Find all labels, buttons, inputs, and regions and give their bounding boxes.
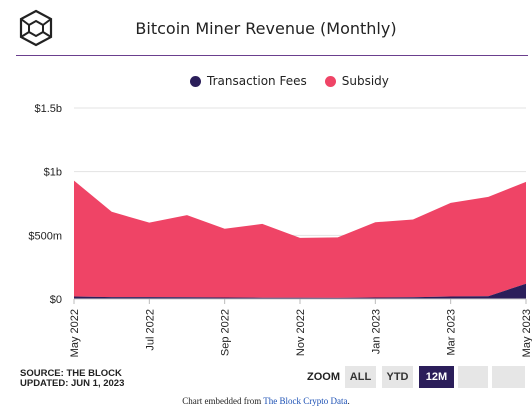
fees-swatch bbox=[190, 75, 201, 87]
chart-legend: Transaction Fees Subsidy bbox=[190, 74, 389, 88]
embed-prefix: Chart embedded from bbox=[182, 396, 264, 406]
subsidy-swatch bbox=[324, 75, 336, 87]
updated-line: UPDATED: JUN 1, 2023 bbox=[20, 378, 125, 389]
x-tick-label: Mar 2023 bbox=[446, 309, 458, 355]
x-tick-label: May 2022 bbox=[69, 309, 81, 357]
x-tick-label: Jan 2023 bbox=[370, 309, 382, 354]
zoom-extra-button-2[interactable] bbox=[492, 366, 525, 388]
source-line: SOURCE: THE BLOCK bbox=[20, 368, 122, 379]
zoom-label: ZOOM bbox=[307, 371, 340, 383]
y-tick-label: $0 bbox=[50, 294, 62, 306]
embed-link[interactable]: The Block Crypto Data bbox=[263, 396, 348, 406]
zoom-12m-button[interactable]: 12M bbox=[419, 366, 454, 388]
x-tick-label: Nov 2022 bbox=[295, 309, 307, 356]
legend-item-fees[interactable]: Transaction Fees bbox=[190, 74, 307, 88]
x-tick-label: Jul 2022 bbox=[144, 309, 156, 351]
legend-subsidy-label: Subsidy bbox=[341, 74, 389, 88]
zoom-extra-button-1[interactable] bbox=[458, 366, 488, 388]
y-tick-label: $500m bbox=[28, 230, 62, 242]
zoom-ytd-button[interactable]: YTD bbox=[382, 366, 413, 388]
zoom-all-button[interactable]: ALL bbox=[345, 366, 376, 388]
the-block-logo-icon bbox=[19, 9, 53, 47]
fees-area bbox=[74, 283, 526, 299]
embed-suffix: . bbox=[347, 396, 350, 406]
y-tick-label: $1.5b bbox=[34, 103, 62, 115]
subsidy-area bbox=[74, 180, 526, 298]
source-note: SOURCE: THE BLOCK UPDATED: JUN 1, 2023 bbox=[20, 369, 124, 389]
chart-title: Bitcoin Miner Revenue (Monthly) bbox=[135, 19, 397, 38]
x-tick-label: Sep 2022 bbox=[220, 309, 232, 356]
legend-item-subsidy[interactable]: Subsidy bbox=[324, 74, 389, 88]
x-tick-label: May 2023 bbox=[521, 309, 532, 357]
embed-note: Chart embedded from The Block Crypto Dat… bbox=[0, 396, 532, 406]
legend-fees-label: Transaction Fees bbox=[207, 74, 307, 88]
header-divider bbox=[16, 55, 528, 56]
y-tick-label: $1b bbox=[44, 167, 62, 179]
